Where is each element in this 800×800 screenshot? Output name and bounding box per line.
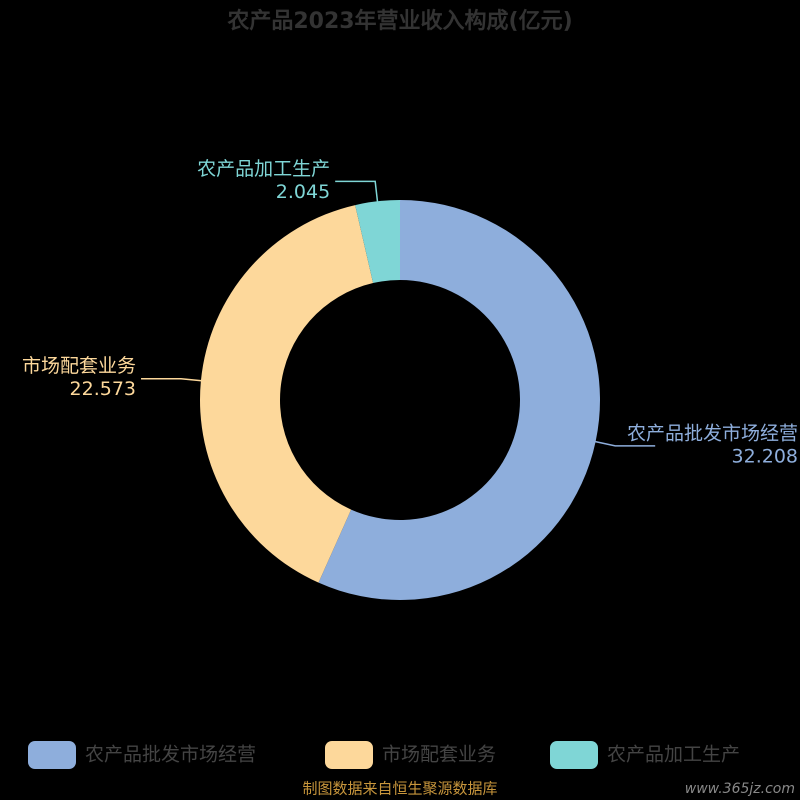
slice-label: 农产品批发市场经营	[627, 422, 798, 444]
legend-label: 农产品加工生产	[607, 744, 740, 766]
leader-line	[335, 180, 379, 204]
legend-swatch	[28, 741, 76, 769]
slice	[199, 205, 374, 583]
legend-swatch	[550, 741, 598, 769]
slice-label: 农产品加工生产	[197, 158, 330, 180]
value-label: 2.045	[276, 181, 330, 203]
leader-line	[593, 440, 656, 447]
value-label: 22.573	[70, 378, 136, 400]
legend-label: 农产品批发市场经营	[85, 744, 256, 766]
watermark: www.365jz.com	[685, 781, 795, 797]
value-label: 32.208	[732, 445, 798, 467]
legend-swatch	[325, 741, 373, 769]
legend-label: 市场配套业务	[382, 744, 496, 766]
footer: 制图数据来自恒生聚源数据库	[302, 780, 497, 798]
slice	[355, 200, 400, 284]
leader-line	[141, 377, 203, 382]
slice-label: 市场配套业务	[22, 355, 136, 377]
chart-title: 农产品2023年营业收入构成(亿元)	[226, 8, 572, 34]
slice	[318, 200, 600, 600]
